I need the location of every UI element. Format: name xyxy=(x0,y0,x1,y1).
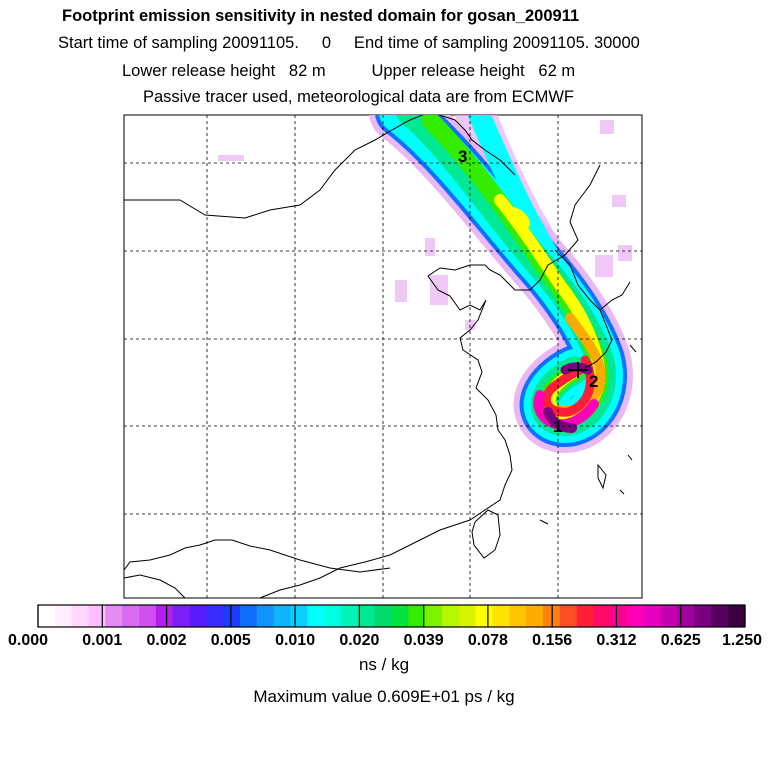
colorbar-swatch xyxy=(206,605,224,627)
colorbar-swatch xyxy=(644,605,662,627)
colorbar-swatch xyxy=(559,605,578,627)
colorbar-swatch xyxy=(526,605,544,627)
figure-title: Footprint emission sensitivity in nested… xyxy=(62,7,580,25)
colorbar-swatch xyxy=(711,605,729,627)
maximum-value-label: Maximum value 0.609E+01 ps / kg xyxy=(253,687,515,706)
colorbar-swatch xyxy=(139,605,157,627)
colorbar-swatch xyxy=(172,605,190,627)
tracer-info-line: Passive tracer used, meteorological data… xyxy=(143,88,574,106)
colorbar-tick-label: 0.005 xyxy=(211,632,251,649)
colorbar-swatch xyxy=(71,605,89,627)
marker-3: 3 xyxy=(458,147,467,166)
colorbar-swatch xyxy=(475,605,493,627)
colorbar-swatch xyxy=(492,605,510,627)
colorbar-tick-label: 0.020 xyxy=(339,632,379,649)
colorbar-swatch xyxy=(374,605,392,627)
colorbar-swatch xyxy=(509,605,527,627)
colorbar-swatch xyxy=(105,605,123,627)
colorbar-tick-labels: 0.000 0.001 0.002 0.005 0.010 0.020 0.039 0.078… xyxy=(8,632,762,649)
colorbar-tick-label: 0.156 xyxy=(532,632,572,649)
colorbar-tick-label: 1.250 xyxy=(722,632,762,649)
colorbar xyxy=(37,604,746,628)
colorbar-swatch xyxy=(391,605,409,627)
colorbar-swatch xyxy=(610,605,628,627)
colorbar-tick-label: 0.000 xyxy=(8,632,48,649)
coastlines xyxy=(124,115,637,598)
colorbar-tick-label: 0.625 xyxy=(661,632,701,649)
colorbar-tick-label: 0.078 xyxy=(468,632,508,649)
colorbar-swatch xyxy=(240,605,258,627)
colorbar-tick-label: 0.010 xyxy=(275,632,315,649)
colorbar-swatch xyxy=(273,605,291,627)
colorbar-swatch xyxy=(593,605,611,627)
colorbar-tick-label: 0.312 xyxy=(596,632,636,649)
lat-lon-grid xyxy=(124,115,642,598)
colorbar-swatch xyxy=(155,605,174,627)
colorbar-swatch xyxy=(54,605,73,627)
colorbar-swatch xyxy=(458,605,477,627)
colorbar-swatch xyxy=(408,605,426,627)
colorbar-swatch xyxy=(88,605,106,627)
colorbar-swatch xyxy=(357,605,376,627)
colorbar-units: ns / kg xyxy=(358,655,410,674)
receptor-marker xyxy=(568,362,588,378)
release-height-line: Lower release height 82 m Upper release … xyxy=(122,62,576,80)
colorbar-swatch xyxy=(660,605,679,627)
colorbar-swatch xyxy=(256,605,275,627)
colorbar-swatch xyxy=(38,605,56,627)
colorbar-swatch xyxy=(425,605,443,627)
colorbar-swatch xyxy=(677,605,695,627)
sensitivity-patches xyxy=(218,120,632,330)
colorbar-swatch xyxy=(223,605,241,627)
colorbar-tick-label: 0.002 xyxy=(147,632,187,649)
colorbar-swatch xyxy=(627,605,645,627)
colorbar-tick-label: 0.039 xyxy=(404,632,444,649)
colorbar-swatch xyxy=(728,605,746,627)
colorbar-swatch xyxy=(694,605,712,627)
sampling-time-line: Start time of sampling 20091105. 0 End t… xyxy=(58,34,640,52)
footprint-plume xyxy=(369,115,633,453)
colorbar-swatch xyxy=(122,605,140,627)
colorbar-swatch xyxy=(290,605,308,627)
colorbar-tick-label: 0.001 xyxy=(82,632,122,649)
colorbar-swatch xyxy=(442,605,460,627)
marker-2: 2 xyxy=(589,372,598,391)
colorbar-swatch xyxy=(189,605,207,627)
colorbar-swatch xyxy=(307,605,325,627)
colorbar-swatch xyxy=(341,605,359,627)
marker-1: 1 xyxy=(553,417,562,436)
colorbar-swatch xyxy=(576,605,594,627)
colorbar-swatch xyxy=(324,605,342,627)
